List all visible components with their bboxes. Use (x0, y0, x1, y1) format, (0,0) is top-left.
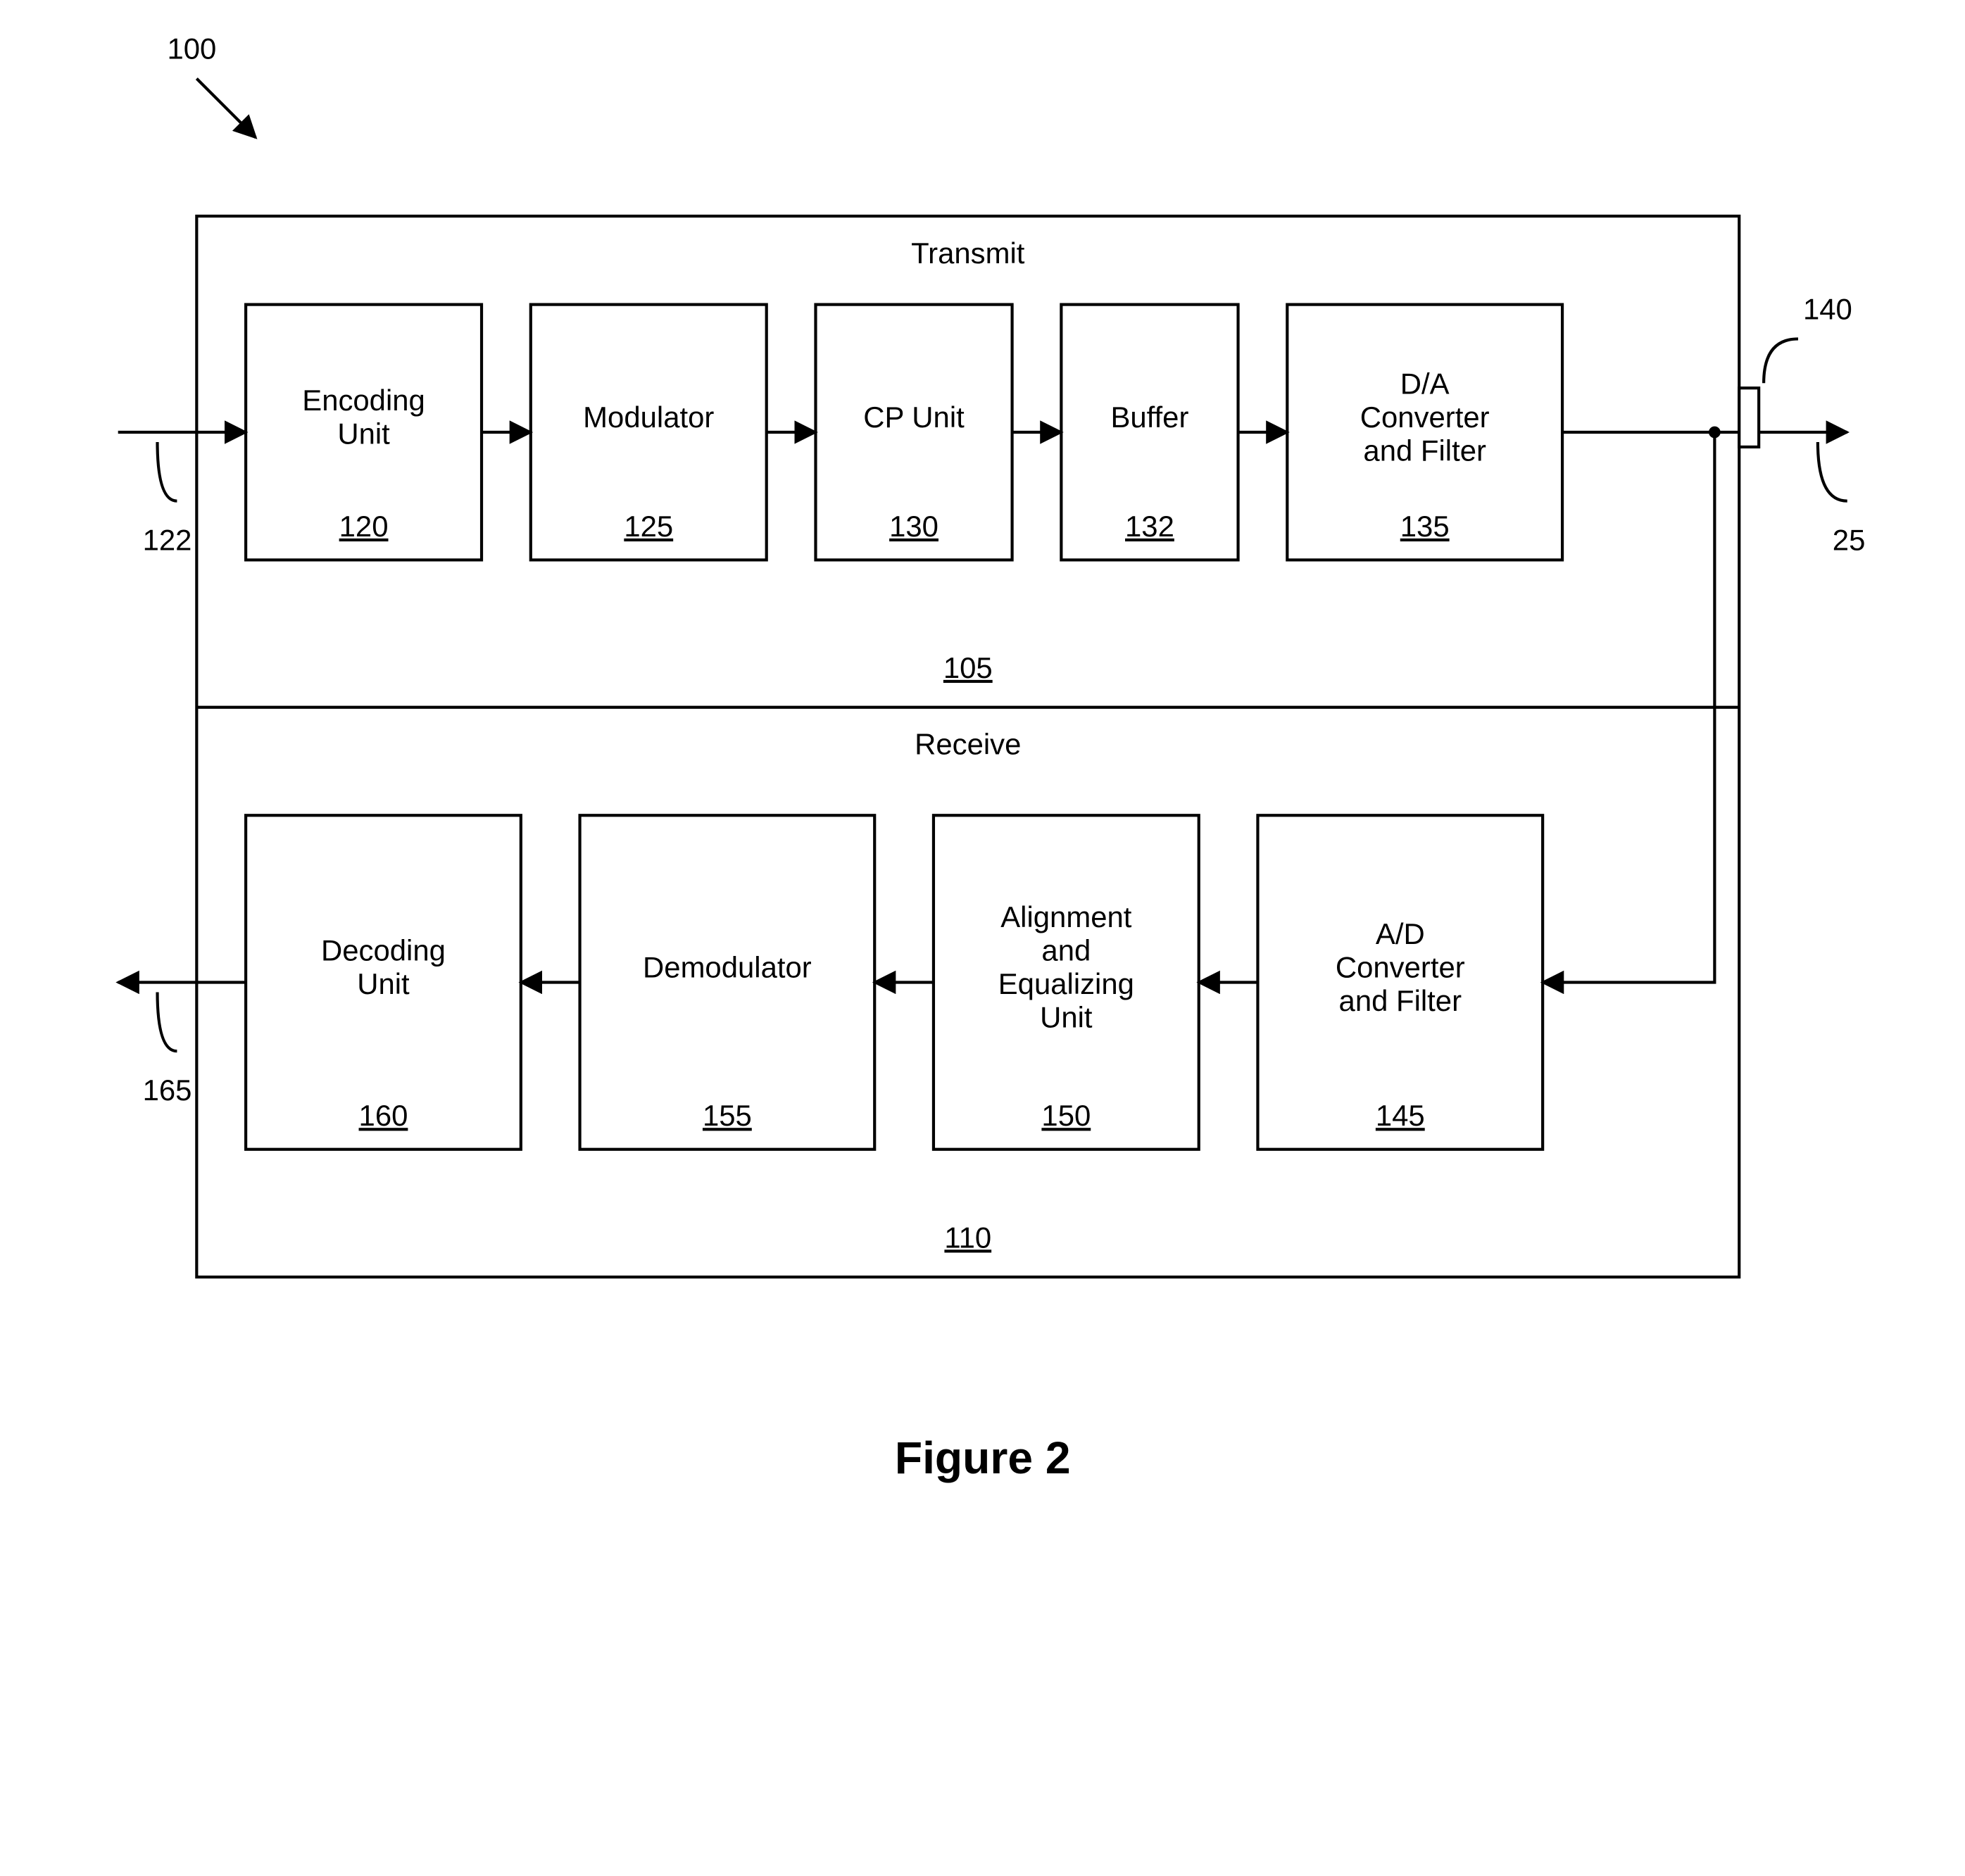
decoding-unit-label-1: Unit (357, 967, 410, 1000)
align-equalize-unit-label-3: Unit (1040, 1001, 1093, 1034)
figure-caption: Figure 2 (895, 1433, 1071, 1483)
encoding-unit-ref: 120 (339, 510, 388, 543)
buffer-ref: 132 (1125, 510, 1174, 543)
diagram-ref-arrow (196, 79, 256, 138)
ad-converter-ref: 145 (1376, 1099, 1425, 1132)
encoding-unit-label-1: Unit (337, 417, 390, 451)
ad-converter-label-2: and Filter (1338, 984, 1462, 1017)
receive-title: Receive (915, 728, 1021, 761)
da-converter-label-2: and Filter (1363, 434, 1486, 467)
modulator-ref: 125 (624, 510, 673, 543)
diagram-ref: 100 (167, 32, 216, 65)
cp-unit-label-0: CP Unit (863, 401, 965, 434)
ad-converter-label-0: A/D (1376, 917, 1425, 950)
label-140: 140 (1803, 293, 1852, 326)
buffer-label-0: Buffer (1110, 401, 1188, 434)
encoding-unit-label-0: Encoding (302, 384, 425, 417)
transmit-title: Transmit (911, 237, 1025, 270)
label-165-hook (157, 992, 177, 1051)
demodulator-label-0: Demodulator (643, 950, 812, 983)
transmit-ref: 105 (943, 651, 993, 684)
da-converter-ref: 135 (1400, 510, 1450, 543)
cp-unit-ref: 130 (889, 510, 938, 543)
label-122-hook (157, 442, 177, 501)
align-equalize-unit-label-1: and (1041, 934, 1091, 967)
hybrid-block (1739, 388, 1759, 447)
da-converter-label-1: Converter (1360, 401, 1490, 434)
decoding-unit-ref: 160 (358, 1099, 408, 1132)
label-25-hook (1818, 442, 1847, 501)
align-equalize-unit-label-2: Equalizing (998, 967, 1134, 1000)
label-25: 25 (1833, 523, 1866, 556)
align-equalize-unit-ref: 150 (1041, 1099, 1091, 1132)
ad-converter-label-1: Converter (1336, 950, 1465, 983)
demodulator-ref: 155 (703, 1099, 752, 1132)
da-converter-label-0: D/A (1400, 367, 1450, 400)
decoding-unit-label-0: Decoding (321, 934, 446, 967)
label-165: 165 (142, 1074, 192, 1107)
modulator-label-0: Modulator (583, 401, 714, 434)
receive-ref: 110 (944, 1221, 991, 1254)
label-122: 122 (142, 523, 192, 556)
label-140-hook (1764, 339, 1798, 383)
align-equalize-unit-label-0: Alignment (1000, 900, 1132, 933)
